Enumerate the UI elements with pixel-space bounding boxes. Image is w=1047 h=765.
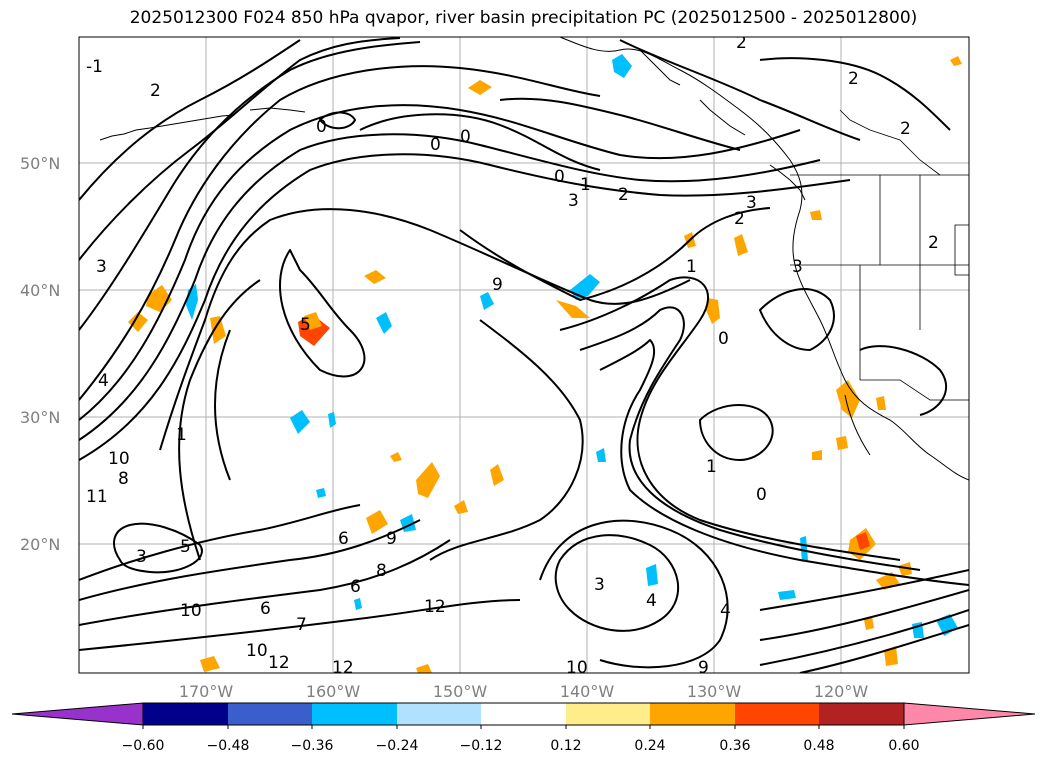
contour-label: 12 (332, 658, 354, 678)
contour-label: 10 (108, 449, 130, 469)
lon-label-160w: 160°W (306, 682, 361, 701)
map-title: 2025012300 F024 850 hPa qvapor, river ba… (129, 8, 918, 28)
colorbar-segment (312, 703, 397, 725)
latitude-labels: 50°N 40°N 30°N 20°N (20, 154, 60, 554)
contour-label: 2 (618, 185, 629, 205)
contour-label: 9 (386, 529, 397, 549)
colorbar-segment (735, 703, 819, 725)
longitude-labels: 170°W 160°W 150°W 140°W 130°W 120°W (179, 682, 869, 701)
contour-label: 7 (296, 615, 307, 635)
lat-label-20n: 20°N (20, 535, 60, 554)
contour-label: 3 (594, 575, 605, 595)
contour-label: 10 (246, 641, 268, 661)
colorbar-segment (566, 703, 650, 725)
contour-label: 2 (928, 233, 939, 253)
contour-label: 2 (736, 33, 747, 53)
lat-label-50n: 50°N (20, 154, 60, 173)
contour-label: 12 (424, 597, 446, 617)
contour-label: 4 (720, 601, 731, 621)
contour-label: 4 (646, 591, 657, 611)
contour-label: 10 (180, 601, 202, 621)
contour-label: 0 (554, 167, 565, 187)
contour-label: 0 (756, 485, 767, 505)
lat-label-40n: 40°N (20, 281, 60, 300)
contour-label: 4 (98, 371, 109, 391)
contour-label: 1 (706, 457, 717, 477)
contour-label: 2 (848, 69, 859, 89)
qvapor-contours (79, 37, 969, 673)
colorbar-tick-label: −0.12 (460, 738, 503, 754)
colorbar-tick-label: 0.60 (888, 738, 919, 754)
contour-label: 5 (300, 315, 311, 335)
lon-label-150w: 150°W (433, 682, 488, 701)
coastlines (99, 37, 969, 481)
lon-label-170w: 170°W (179, 682, 234, 701)
colorbar-segment (143, 703, 228, 725)
contour-label: 3 (792, 257, 803, 277)
colorbar-segment (650, 703, 735, 725)
contour-label: 8 (376, 561, 387, 581)
contour-label: 2 (150, 81, 161, 101)
colorbar-segment (819, 703, 904, 725)
colorbar-over-triangle (903, 702, 1036, 726)
colorbar-segment (397, 703, 481, 725)
lon-label-120w: 120°W (814, 682, 869, 701)
contour-label: 0 (430, 135, 441, 155)
contour-label: 6 (350, 577, 361, 597)
contour-label: 11 (86, 487, 108, 507)
contour-label: 1 (580, 175, 591, 195)
contour-label: 8 (118, 469, 129, 489)
colorbar-tick-label: −0.24 (376, 738, 419, 754)
contour-label: 9 (698, 658, 709, 678)
colorbar-under-triangle (11, 702, 144, 726)
contour-label: 3 (568, 191, 579, 211)
contour-label: 1 (686, 257, 697, 277)
lon-label-130w: 130°W (687, 682, 742, 701)
colorbar-tick-label: 0.24 (634, 738, 665, 754)
contour-label: 12 (268, 653, 290, 673)
contour-label: 10 (566, 658, 588, 678)
contour-label: 2 (900, 119, 911, 139)
lon-label-140w: 140°W (560, 682, 615, 701)
map-plot-area: -1 2 3 4 0 0 0 1 2 3 2 3 2 2 2 0 1 1 0 0… (79, 33, 969, 678)
contour-label: 0 (316, 117, 327, 137)
contour-labels: -1 2 3 4 0 0 0 1 2 3 2 3 2 2 2 0 1 1 0 0… (86, 33, 939, 678)
contour-label: 6 (338, 529, 349, 549)
contour-label: 1 (176, 425, 187, 445)
contour-label: 3 (96, 257, 107, 277)
contour-label: 5 (180, 537, 191, 557)
colorbar: −0.60 −0.48 −0.36 −0.24 −0.12 0.12 0.24 … (11, 702, 1036, 754)
colorbar-segment (481, 703, 566, 725)
contour-label: -1 (86, 57, 103, 77)
map-frame (78, 36, 970, 674)
contour-label: 9 (492, 275, 503, 295)
colorbar-tick-label: 0.48 (803, 738, 834, 754)
colorbar-tick-label: 0.36 (719, 738, 750, 754)
contour-label: 2 (734, 209, 745, 229)
colorbar-segment (228, 703, 312, 725)
colorbar-tick-label: −0.48 (207, 738, 250, 754)
lat-label-30n: 30°N (20, 408, 60, 427)
contour-label: 0 (460, 127, 471, 147)
contour-label: 6 (260, 599, 271, 619)
political-borders (790, 109, 969, 401)
contour-label: 3 (746, 193, 757, 213)
contour-label: 0 (718, 329, 729, 349)
colorbar-tick-label: −0.60 (122, 738, 165, 754)
colorbar-tick-label: −0.36 (291, 738, 334, 754)
colorbar-tick-label: 0.12 (550, 738, 581, 754)
contour-label: 3 (136, 547, 147, 567)
